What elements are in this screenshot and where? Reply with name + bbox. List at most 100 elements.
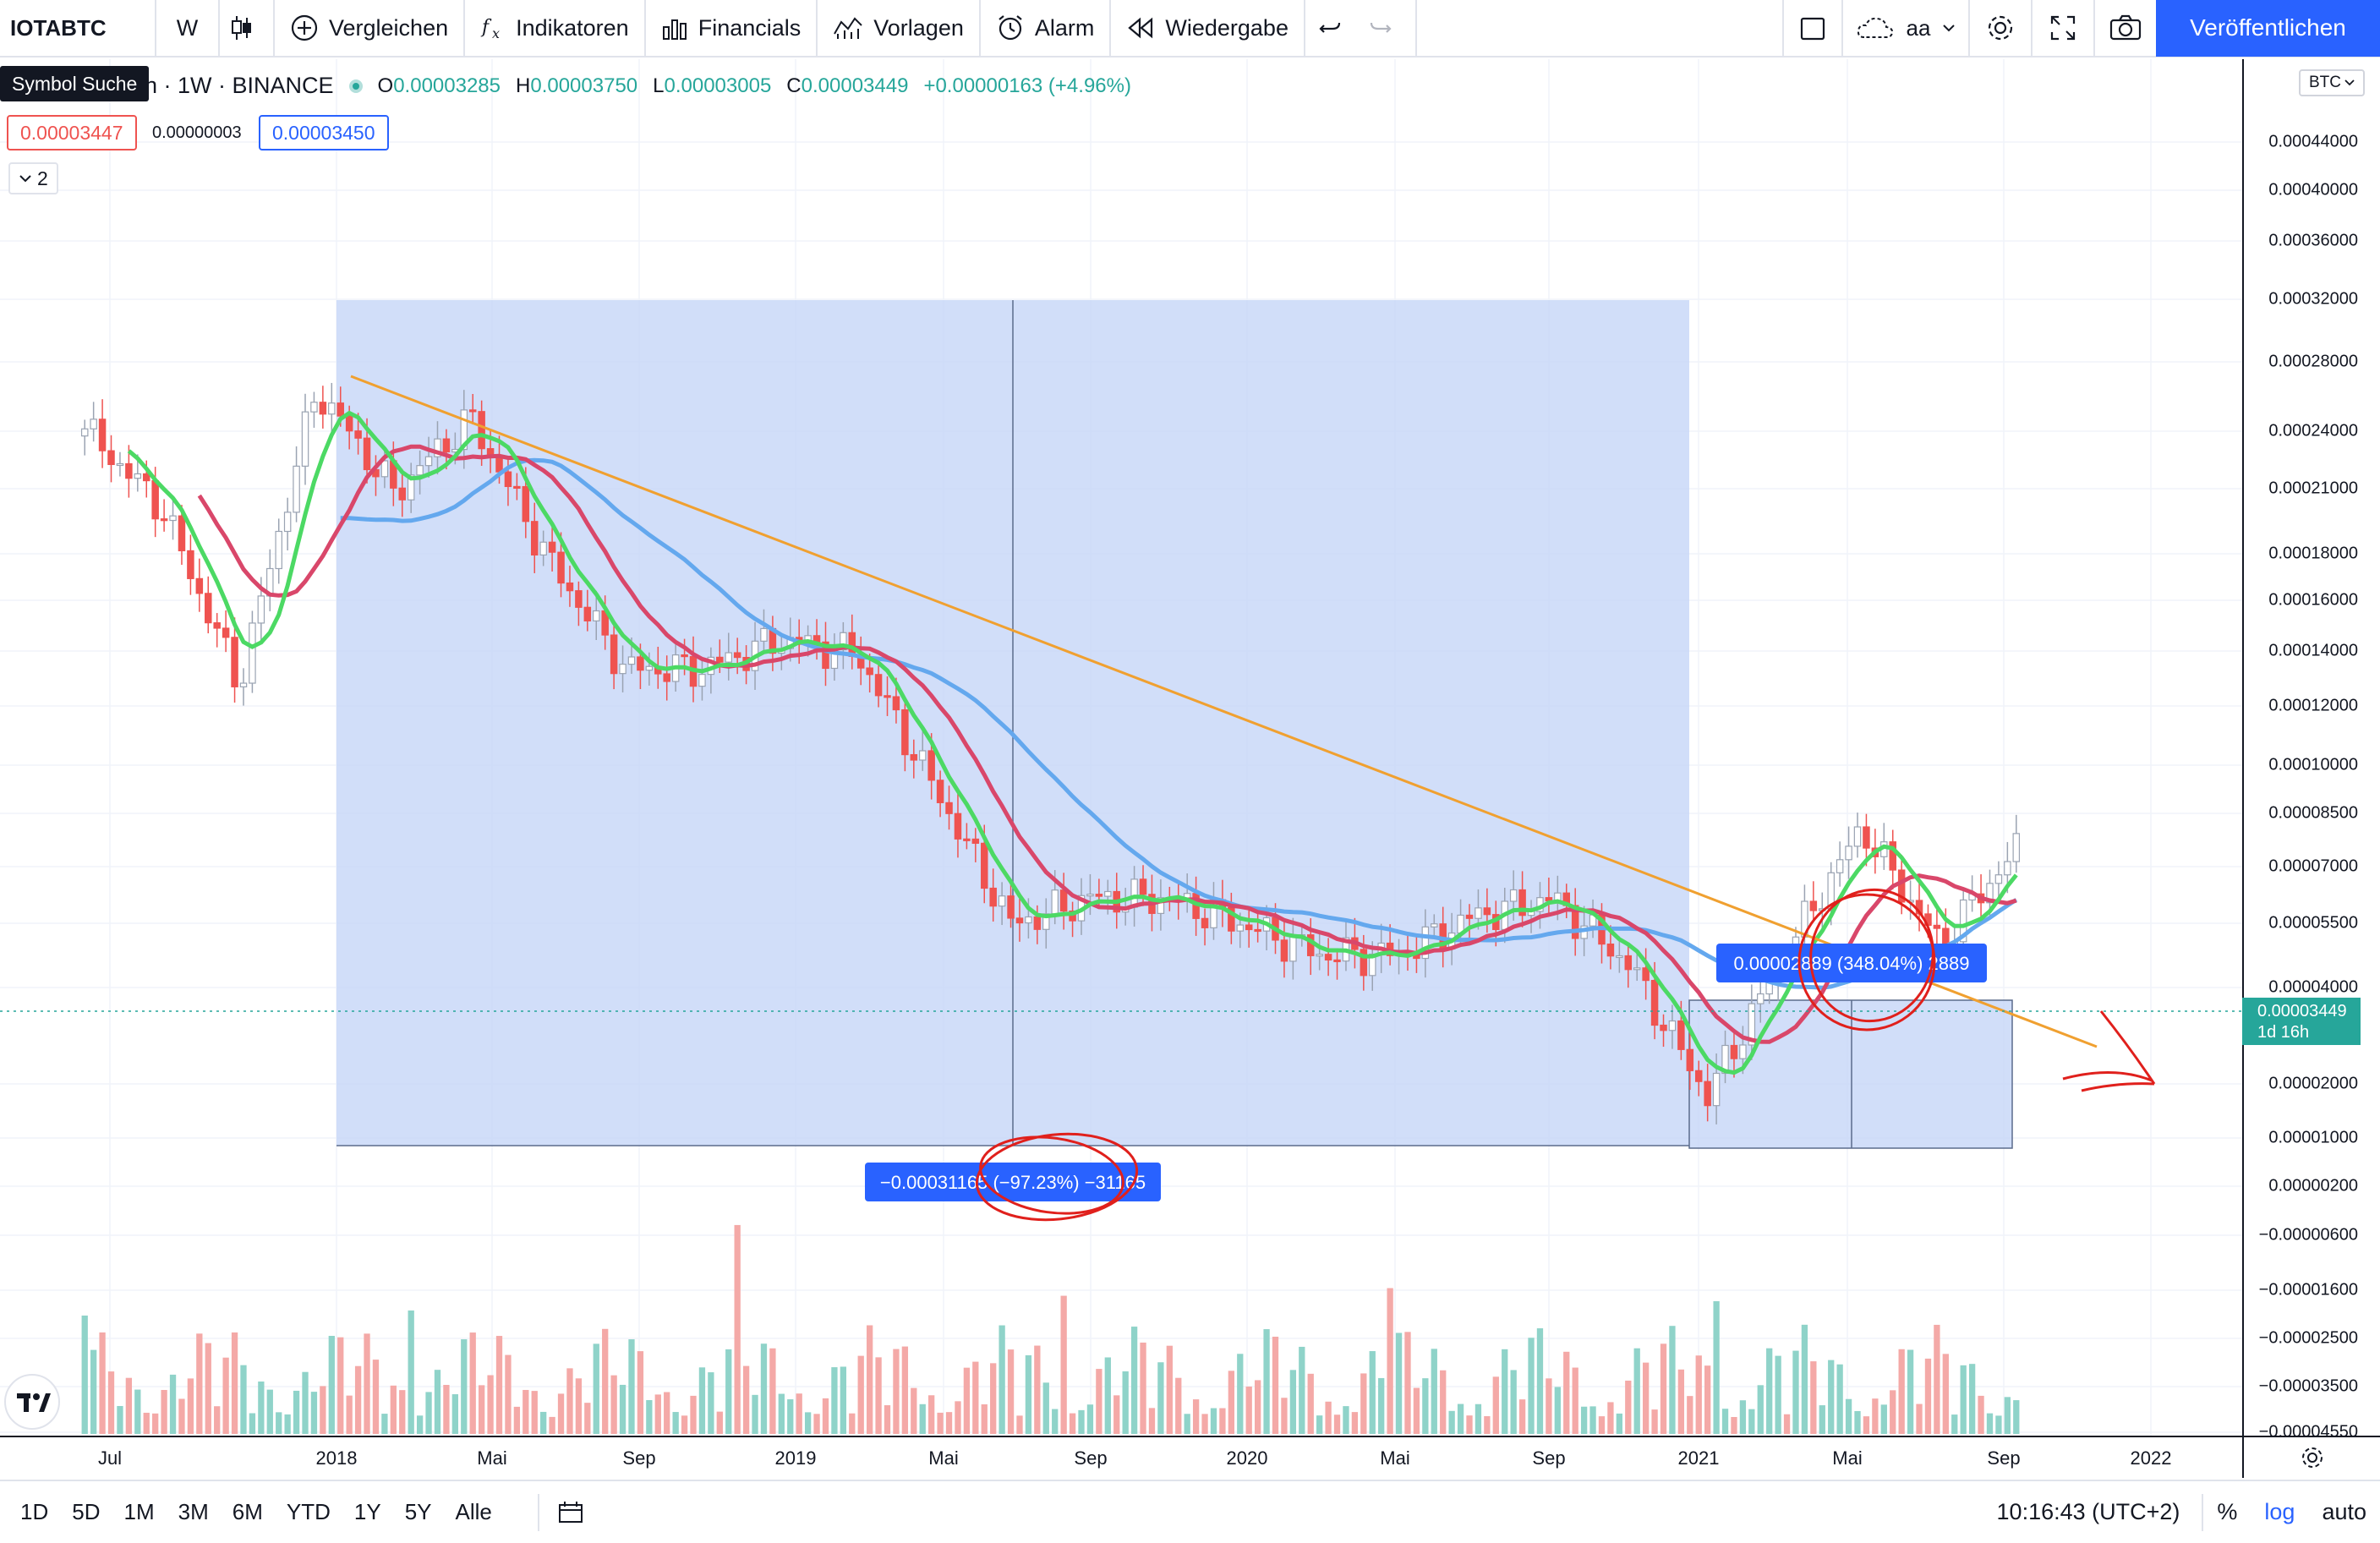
legend-open: O0.00003285 <box>378 74 501 98</box>
interval-button[interactable]: W <box>156 0 220 57</box>
sell-button[interactable]: 0.00003447 <box>7 115 137 150</box>
legend-low: L0.00003005 <box>653 74 771 98</box>
candle-body <box>151 479 159 520</box>
svg-text:x: x <box>492 25 500 41</box>
candle-body <box>1712 1072 1721 1107</box>
candle-body <box>725 652 732 663</box>
publish-label: Veröffentlichen <box>2190 14 2346 41</box>
screenshot-button[interactable] <box>2093 0 2156 57</box>
volume-bar <box>672 1412 679 1434</box>
candle-body <box>1686 1048 1694 1071</box>
candle-body <box>504 471 512 488</box>
candle-body <box>1986 883 1994 904</box>
bid-price: 0.00003447 <box>20 121 123 144</box>
alert-label: Alarm <box>1034 14 1095 41</box>
symbol-search-button[interactable]: IOTABTC <box>0 0 156 57</box>
volume-bar <box>1704 1365 1711 1434</box>
candle-body <box>275 530 282 570</box>
publish-button[interactable]: Veröffentlichen <box>2156 0 2380 57</box>
volume-bar <box>346 1395 353 1434</box>
compare-button[interactable]: Vergleichen <box>275 0 466 57</box>
candle-body <box>1033 916 1042 930</box>
buy-button[interactable]: 0.00003450 <box>259 115 389 150</box>
price-axis-label: 0.00032000 <box>2268 289 2358 309</box>
currency-select[interactable]: BTC​ <box>2299 69 2365 96</box>
svg-text:f: f <box>480 17 492 38</box>
percent-toggle[interactable]: % <box>2217 1499 2238 1524</box>
candle-body <box>2004 861 2011 876</box>
fullscreen-button[interactable] <box>2031 0 2093 57</box>
volume-bar <box>734 1224 741 1434</box>
volume-bar <box>628 1339 635 1434</box>
range-button[interactable]: 5Y <box>404 1499 432 1524</box>
candle-body <box>187 550 194 579</box>
timezone-clock[interactable]: 10:16:43 (UTC+2) <box>1975 1493 2204 1531</box>
legend-high-label: H <box>516 74 531 97</box>
range-button[interactable]: Alle <box>455 1499 492 1524</box>
price-axis[interactable]: BTC​ 0.00044000 0.00040000 0.00036000 0.000… <box>2242 59 2380 1442</box>
candle-body <box>989 887 997 907</box>
candle-body <box>557 551 565 584</box>
volume-bar <box>1016 1415 1023 1434</box>
range-button[interactable]: YTD <box>286 1499 331 1524</box>
settings-button[interactable] <box>1968 0 2031 57</box>
volume-bar <box>1687 1396 1693 1434</box>
indicators-collapse-button[interactable]: 2 <box>8 162 58 194</box>
time-axis-label: Sep <box>1074 1447 1108 1469</box>
axis-settings-button[interactable] <box>2242 1436 2380 1478</box>
volume-bar <box>610 1375 617 1434</box>
volume-bar <box>1546 1378 1552 1434</box>
volume-bar <box>1880 1404 1887 1434</box>
candle-body <box>1333 959 1341 963</box>
layout-save-button[interactable]: aa <box>1841 0 1968 57</box>
measure-box-up[interactable] <box>1688 999 2013 1149</box>
log-toggle[interactable]: log <box>2264 1499 2295 1524</box>
legend-open-value: 0.00003285 <box>393 74 501 97</box>
candle-body <box>398 487 407 501</box>
volume-bar <box>1333 1414 1341 1434</box>
candle-body <box>1025 916 1032 924</box>
volume-bar <box>1598 1416 1606 1434</box>
range-button[interactable]: 6M <box>232 1499 263 1524</box>
volume-bar <box>1281 1398 1288 1434</box>
redo-icon[interactable] <box>1368 15 1393 41</box>
candle-body <box>1236 924 1245 932</box>
volume-bar <box>117 1405 123 1434</box>
volume-bar <box>884 1405 891 1434</box>
price-axis-label: −0.00000600 <box>2258 1225 2358 1245</box>
chart-type-button[interactable] <box>220 0 275 57</box>
volume-bar <box>1660 1343 1667 1434</box>
price-axis-label: 0.00005500 <box>2268 913 2358 933</box>
volume-bar <box>1157 1362 1164 1434</box>
candle-body <box>169 515 177 522</box>
replay-button[interactable]: Wiedergabe <box>1111 0 1305 57</box>
range-button[interactable]: 1Y <box>353 1499 381 1524</box>
range-button[interactable]: 1M <box>123 1499 155 1524</box>
volume-bar <box>963 1367 971 1434</box>
volume-bar <box>1369 1351 1376 1434</box>
templates-button[interactable]: Vorlagen <box>818 0 981 57</box>
candle-body <box>1051 889 1059 915</box>
goto-date-button[interactable] <box>537 1493 602 1531</box>
range-button[interactable]: 3M <box>178 1499 209 1524</box>
calendar-icon <box>558 1501 583 1523</box>
volume-bar <box>531 1391 538 1434</box>
time-axis[interactable]: Jul 2018 Mai Sep 2019 Mai Sep 2020 Mai Sep 2021 Mai… <box>0 1436 2242 1478</box>
volume-bar <box>637 1351 644 1434</box>
fullscreen-layout-button[interactable] <box>1782 0 1841 57</box>
range-button[interactable]: 1D <box>20 1499 49 1524</box>
tradingview-logo[interactable] <box>4 1374 60 1430</box>
candle-body <box>1660 1024 1667 1031</box>
range-button[interactable]: 5D <box>72 1499 101 1524</box>
undo-icon[interactable] <box>1317 15 1343 41</box>
financials-button[interactable]: Financials <box>646 0 818 57</box>
tooltip-text: Symbol Suche <box>12 72 138 95</box>
auto-toggle[interactable]: auto <box>2322 1499 2366 1524</box>
alert-button[interactable]: Alarm <box>981 0 1112 57</box>
volume-bar <box>1792 1350 1799 1434</box>
layout-name: aa <box>1906 14 1931 41</box>
chart-canvas[interactable]: −0.00031165 (−97.23%) −31165 0.00002889 … <box>0 59 2242 1436</box>
legend-title[interactable]: in · 1W · BINANCE <box>140 73 334 98</box>
